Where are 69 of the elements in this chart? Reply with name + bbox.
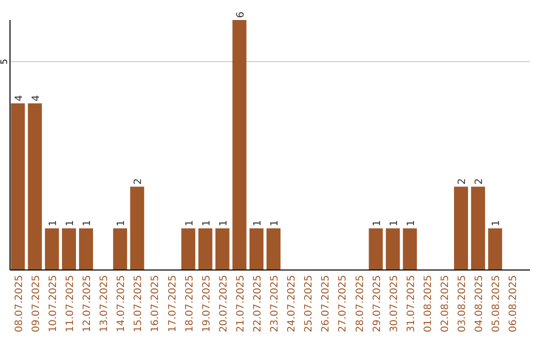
x-tick-label: 08.07.2025	[14, 275, 25, 332]
data-label: 2	[133, 178, 144, 185]
x-tick-label: 02.08.2025	[440, 275, 451, 332]
data-label: 1	[270, 220, 281, 226]
data-label: 2	[474, 178, 486, 185]
x-tick-label: 10.07.2025	[48, 275, 59, 332]
bar	[249, 228, 264, 270]
data-label: 1	[82, 220, 94, 226]
data-label: 2	[457, 178, 468, 185]
data-label: 1	[201, 220, 212, 226]
bar	[130, 186, 144, 270]
x-tick-label: 12.07.2025	[82, 275, 94, 332]
x-tick-label: 31.07.2025	[406, 275, 417, 332]
x-tick-label: 24.07.2025	[286, 275, 298, 332]
data-label: 1	[116, 220, 128, 226]
data-label: 4	[30, 94, 42, 102]
bar	[44, 228, 59, 270]
bar	[10, 103, 25, 270]
data-label: 1	[252, 220, 264, 226]
x-tick-label: 19.07.2025	[201, 275, 212, 332]
data-label: 4	[14, 94, 25, 102]
x-tick-label: 06.08.2025	[508, 275, 520, 332]
x-tick-label: 30.07.2025	[388, 275, 400, 332]
x-tick-label: 26.07.2025	[320, 275, 332, 332]
x-tick-label: 03.08.2025	[457, 275, 468, 332]
bar	[215, 228, 230, 270]
bar	[79, 228, 94, 270]
x-tick-label: 29.07.2025	[372, 275, 383, 332]
x-tick-label: 01.08.2025	[422, 275, 434, 332]
x-tick-label: 27.07.2025	[338, 275, 349, 332]
bar	[113, 228, 128, 270]
x-tick-label: 15.07.2025	[133, 275, 144, 332]
bar	[454, 186, 468, 270]
x-tick-label: 23.07.2025	[270, 275, 281, 332]
x-tick-label: 17.07.2025	[167, 275, 178, 332]
bar	[62, 228, 76, 270]
bar	[402, 228, 417, 270]
bar	[386, 228, 400, 270]
data-label: 1	[184, 220, 196, 226]
x-tick-label: 18.07.2025	[184, 275, 196, 332]
x-tick-label: 25.07.2025	[304, 275, 315, 332]
x-tick-label: 14.07.2025	[116, 275, 128, 332]
data-label: 1	[388, 220, 400, 226]
data-label: 6	[235, 12, 246, 18]
data-label: 1	[64, 220, 76, 226]
x-tick-label: 11.07.2025	[64, 275, 76, 332]
x-tick-label: 28.07.2025	[354, 275, 366, 332]
bar	[488, 228, 502, 270]
x-tick-label: 04.08.2025	[474, 275, 486, 332]
bar	[368, 228, 383, 270]
y-tick-label: 5	[0, 58, 10, 65]
x-tick-label: 05.08.2025	[491, 275, 502, 332]
bar	[181, 228, 196, 270]
x-tick-label: 22.07.2025	[252, 275, 264, 332]
data-label: 1	[491, 220, 502, 226]
bar	[232, 20, 246, 270]
data-label: 1	[218, 220, 230, 226]
x-tick-label: 20.07.2025	[218, 275, 230, 332]
x-tick-label: 21.07.2025	[235, 275, 246, 332]
bar	[266, 228, 281, 270]
bar	[198, 228, 212, 270]
x-tick-label: 16.07.2025	[150, 275, 162, 332]
x-tick-label: 09.07.2025	[30, 275, 42, 332]
data-label: 1	[406, 220, 417, 226]
data-label: 1	[48, 220, 59, 226]
bar	[28, 103, 42, 270]
bar	[471, 186, 486, 270]
data-label: 1	[372, 220, 383, 226]
x-tick-label: 13.07.2025	[99, 275, 110, 332]
